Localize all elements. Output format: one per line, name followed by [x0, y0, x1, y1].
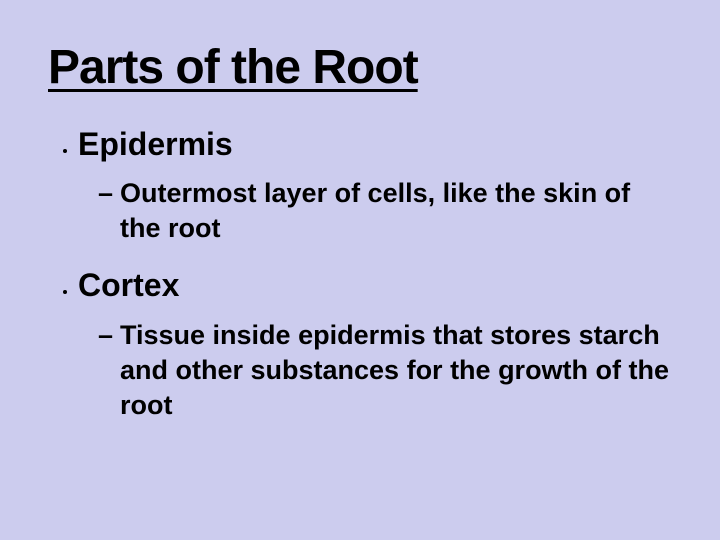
sub-list: Outermost layer of cells, like the skin …	[78, 176, 672, 246]
list-item: Cortex Tissue inside epidermis that stor…	[78, 264, 672, 422]
sub-list: Tissue inside epidermis that stores star…	[78, 318, 672, 423]
bullet-heading: Epidermis	[78, 126, 233, 162]
list-item: Epidermis Outermost layer of cells, like…	[78, 123, 672, 246]
slide-title: Parts of the Root	[48, 40, 672, 95]
bullet-heading: Cortex	[78, 267, 179, 303]
slide: Parts of the Root Epidermis Outermost la…	[0, 0, 720, 540]
bullet-list: Epidermis Outermost layer of cells, like…	[48, 123, 672, 423]
sub-list-item: Outermost layer of cells, like the skin …	[98, 176, 672, 246]
sub-list-item: Tissue inside epidermis that stores star…	[98, 318, 672, 423]
